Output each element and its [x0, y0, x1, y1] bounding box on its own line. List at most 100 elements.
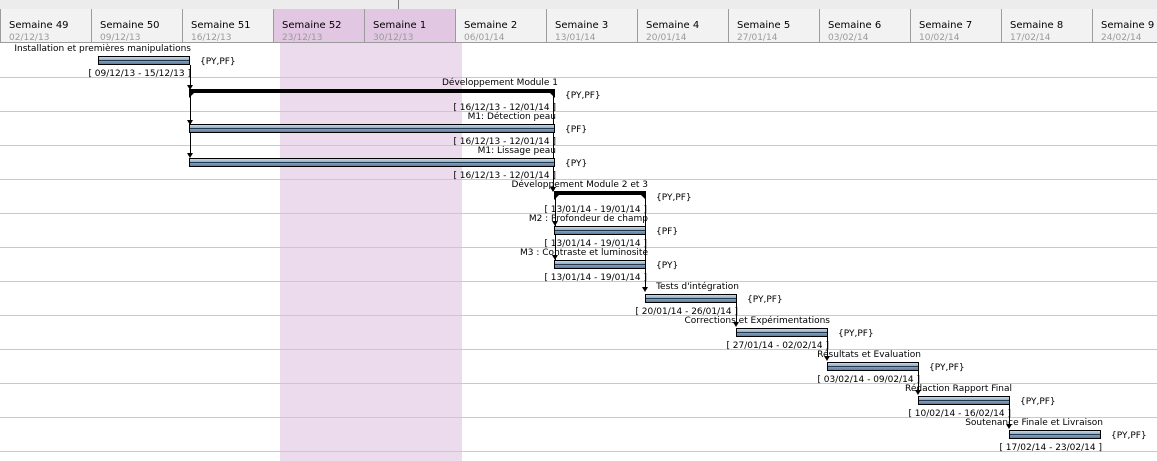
- task-resources: {PY,PF}: [1111, 431, 1147, 441]
- arrow-down-icon: [824, 356, 830, 361]
- week-label: Semaine 1: [373, 20, 427, 31]
- task-dates: [ 16/12/13 - 12/01/14 ]: [453, 103, 556, 113]
- week-date: 24/02/14: [1101, 33, 1142, 43]
- task-dates: [ 13/01/14 - 19/01/14 ]: [544, 239, 647, 249]
- week-header: Semaine 4 20/01/14: [637, 9, 728, 43]
- week-label: Semaine 2: [464, 20, 518, 31]
- dependency-link: [827, 334, 828, 359]
- row-separator: [0, 77, 1157, 78]
- task-resources: {PY,PF}: [1020, 397, 1056, 407]
- task-resources: {PY,PF}: [565, 91, 601, 101]
- task-bar[interactable]: [98, 56, 190, 65]
- arrow-down-icon: [1006, 424, 1012, 429]
- task-name: Résultats et Evaluation: [817, 350, 921, 360]
- row-separator: [0, 383, 1157, 384]
- week-label: Semaine 52: [282, 20, 342, 31]
- task-bar[interactable]: [918, 396, 1010, 405]
- row-separator: [0, 111, 1157, 112]
- top-splitter[interactable]: [398, 0, 399, 9]
- week-header: Semaine 9 24/02/14: [1092, 9, 1157, 43]
- week-header: Semaine 7 10/02/14: [910, 9, 1001, 43]
- task-dates: [ 10/02/14 - 16/02/14 ]: [908, 409, 1011, 419]
- row-separator: [0, 213, 1157, 214]
- arrow-down-icon: [915, 390, 921, 395]
- week-header: Semaine 51 16/12/13: [182, 9, 273, 43]
- week-header: Semaine 2 06/01/14: [455, 9, 546, 43]
- week-label: Semaine 8: [1010, 20, 1064, 31]
- task-dates: [ 03/02/14 - 09/02/14 ]: [817, 375, 920, 385]
- dependency-link: [553, 92, 554, 191]
- task-dates: [ 16/12/13 - 12/01/14 ]: [453, 137, 556, 147]
- holiday-band: [280, 43, 462, 461]
- task-dates: [ 27/01/14 - 02/02/14 ]: [726, 341, 829, 351]
- task-dates: [ 17/02/14 - 23/02/14 ]: [999, 443, 1102, 453]
- task-bar[interactable]: [554, 226, 646, 235]
- task-name: M3 : Contraste et luminosité: [520, 248, 648, 258]
- task-dates: [ 13/01/14 - 19/01/14 ]: [544, 205, 647, 215]
- row-separator: [0, 179, 1157, 180]
- week-header: Semaine 49 02/12/13: [0, 9, 91, 43]
- summary-bar[interactable]: [554, 191, 646, 200]
- task-resources: {PY,PF}: [656, 193, 692, 203]
- task-resources: {PF}: [656, 227, 679, 237]
- arrow-down-icon: [733, 322, 739, 327]
- week-header: Semaine 50 09/12/13: [91, 9, 182, 43]
- week-header: Semaine 3 13/01/14: [546, 9, 637, 43]
- dependency-link: [1009, 402, 1010, 427]
- task-name: Installation et premières manipulations: [14, 44, 191, 54]
- week-header: Semaine 1 30/12/13: [364, 9, 455, 43]
- dependency-link: [645, 194, 646, 290]
- task-bar[interactable]: [189, 124, 555, 133]
- dependency-link: [918, 368, 919, 393]
- week-header: Semaine 5 27/01/14: [728, 9, 819, 43]
- task-bar[interactable]: [554, 260, 646, 269]
- week-date: 17/02/14: [1010, 33, 1051, 43]
- task-name: Développement Module 2 et 3: [511, 180, 648, 190]
- week-label: Semaine 4: [646, 20, 700, 31]
- task-name: Rédaction Rapport Final: [905, 384, 1012, 394]
- row-separator: [0, 281, 1157, 282]
- row-separator: [0, 451, 1157, 452]
- task-bar[interactable]: [827, 362, 919, 371]
- task-bar[interactable]: [736, 328, 828, 337]
- task-bar[interactable]: [1009, 430, 1101, 439]
- task-resources: {PF}: [565, 125, 588, 135]
- task-name: Tests d'intégration: [656, 282, 739, 292]
- week-header: Semaine 6 03/02/14: [819, 9, 910, 43]
- dependency-link: [736, 300, 737, 325]
- task-name: Soutenance Finale et Livraison: [965, 418, 1103, 428]
- task-resources: {PY,PF}: [838, 329, 874, 339]
- week-label: Semaine 49: [9, 20, 69, 31]
- week-date: 20/01/14: [646, 33, 687, 43]
- week-header: Semaine 8 17/02/14: [1001, 9, 1092, 43]
- week-label: Semaine 9: [1101, 20, 1155, 31]
- task-bar[interactable]: [645, 294, 737, 303]
- task-resources: {PY,PF}: [200, 57, 236, 67]
- week-label: Semaine 5: [737, 20, 791, 31]
- arrow-down-icon: [550, 187, 556, 192]
- week-label: Semaine 50: [100, 20, 160, 31]
- task-resources: {PY,PF}: [929, 363, 965, 373]
- week-header: Semaine 52 23/12/13: [273, 9, 364, 43]
- row-separator: [0, 145, 1157, 146]
- week-date: 27/01/14: [737, 33, 778, 43]
- task-resources: {PY}: [565, 159, 588, 169]
- week-label: Semaine 51: [191, 20, 251, 31]
- arrow-down-icon: [187, 85, 193, 90]
- arrow-down-icon: [642, 287, 648, 292]
- week-date: 16/12/13: [191, 33, 232, 43]
- timeline-header: Semaine 49 02/12/13 Semaine 50 09/12/13 …: [0, 9, 1157, 43]
- summary-bar[interactable]: [189, 89, 555, 98]
- task-bar[interactable]: [189, 158, 555, 167]
- week-date: 03/02/14: [828, 33, 869, 43]
- task-name: M2 : Profondeur de champ: [528, 214, 648, 224]
- row-separator: [0, 349, 1157, 350]
- week-date: 30/12/13: [373, 33, 414, 43]
- week-date: 13/01/14: [555, 33, 596, 43]
- arrow-down-icon: [187, 153, 193, 158]
- dependency-link: [190, 65, 191, 86]
- week-date: 06/01/14: [464, 33, 505, 43]
- task-dates: [ 13/01/14 - 19/01/14 ]: [544, 273, 647, 283]
- week-label: Semaine 6: [828, 20, 882, 31]
